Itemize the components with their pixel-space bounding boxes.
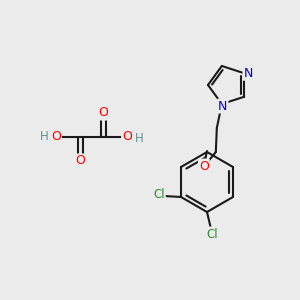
Text: O: O (98, 106, 108, 119)
Text: O: O (122, 130, 132, 143)
Text: Cl: Cl (206, 227, 218, 241)
Text: N: N (244, 67, 253, 80)
Text: O: O (75, 154, 85, 167)
Text: N: N (218, 100, 227, 112)
Text: H: H (135, 131, 143, 145)
Text: O: O (199, 160, 209, 172)
Text: O: O (51, 130, 61, 143)
Text: H: H (40, 130, 48, 142)
Text: Cl: Cl (153, 188, 165, 202)
